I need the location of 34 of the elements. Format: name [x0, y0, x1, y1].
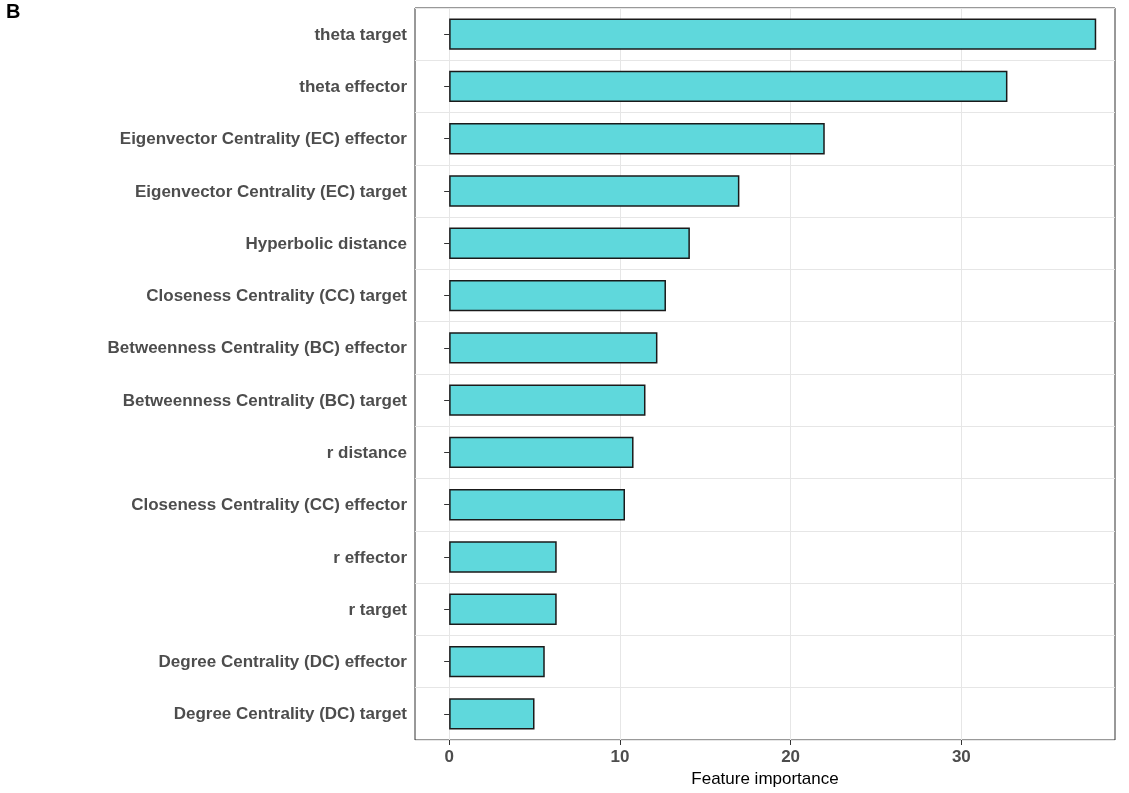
bar	[449, 384, 646, 416]
x-tick-label: 30	[951, 747, 971, 766]
bar	[449, 227, 690, 259]
y-tick-label: r distance	[326, 442, 407, 462]
x-axis-title: Feature importance	[691, 769, 839, 788]
x-tick-label: 20	[781, 747, 801, 766]
bar	[449, 70, 1008, 103]
y-tick-label: Degree Centrality (DC) effector	[158, 652, 408, 672]
y-tick-label: Eigenvector Centrality (EC) effector	[119, 129, 408, 149]
y-tick-label: Closeness Centrality (CC) effector	[131, 495, 408, 515]
y-tick-label: r effector	[333, 547, 408, 567]
bar	[449, 645, 545, 678]
y-tick-label: Hyperbolic distance	[245, 233, 407, 253]
y-tick-label: Betweenness Centrality (BC) effector	[107, 338, 408, 358]
y-tick-label: theta target	[314, 24, 408, 44]
bar	[449, 332, 658, 364]
x-tick-label: 10	[610, 747, 630, 766]
bar	[449, 489, 625, 521]
bar	[449, 279, 666, 312]
y-tick-label: Closeness Centrality (CC) target	[146, 286, 408, 306]
x-tick-label: 0	[444, 747, 454, 766]
bar	[449, 123, 825, 155]
text: B	[6, 0, 21, 23]
bar	[449, 698, 535, 730]
bar	[449, 593, 557, 625]
bar	[449, 436, 634, 469]
y-tick-label: Eigenvector Centrality (EC) target	[134, 181, 408, 201]
y-tick-label: Degree Centrality (DC) target	[173, 704, 408, 724]
bar	[449, 175, 740, 207]
bar	[449, 541, 557, 573]
y-tick-label: theta effector	[299, 76, 408, 96]
bar	[449, 18, 1097, 50]
y-tick-label: Betweenness Centrality (BC) target	[122, 390, 408, 410]
y-tick-label: r target	[348, 599, 408, 619]
